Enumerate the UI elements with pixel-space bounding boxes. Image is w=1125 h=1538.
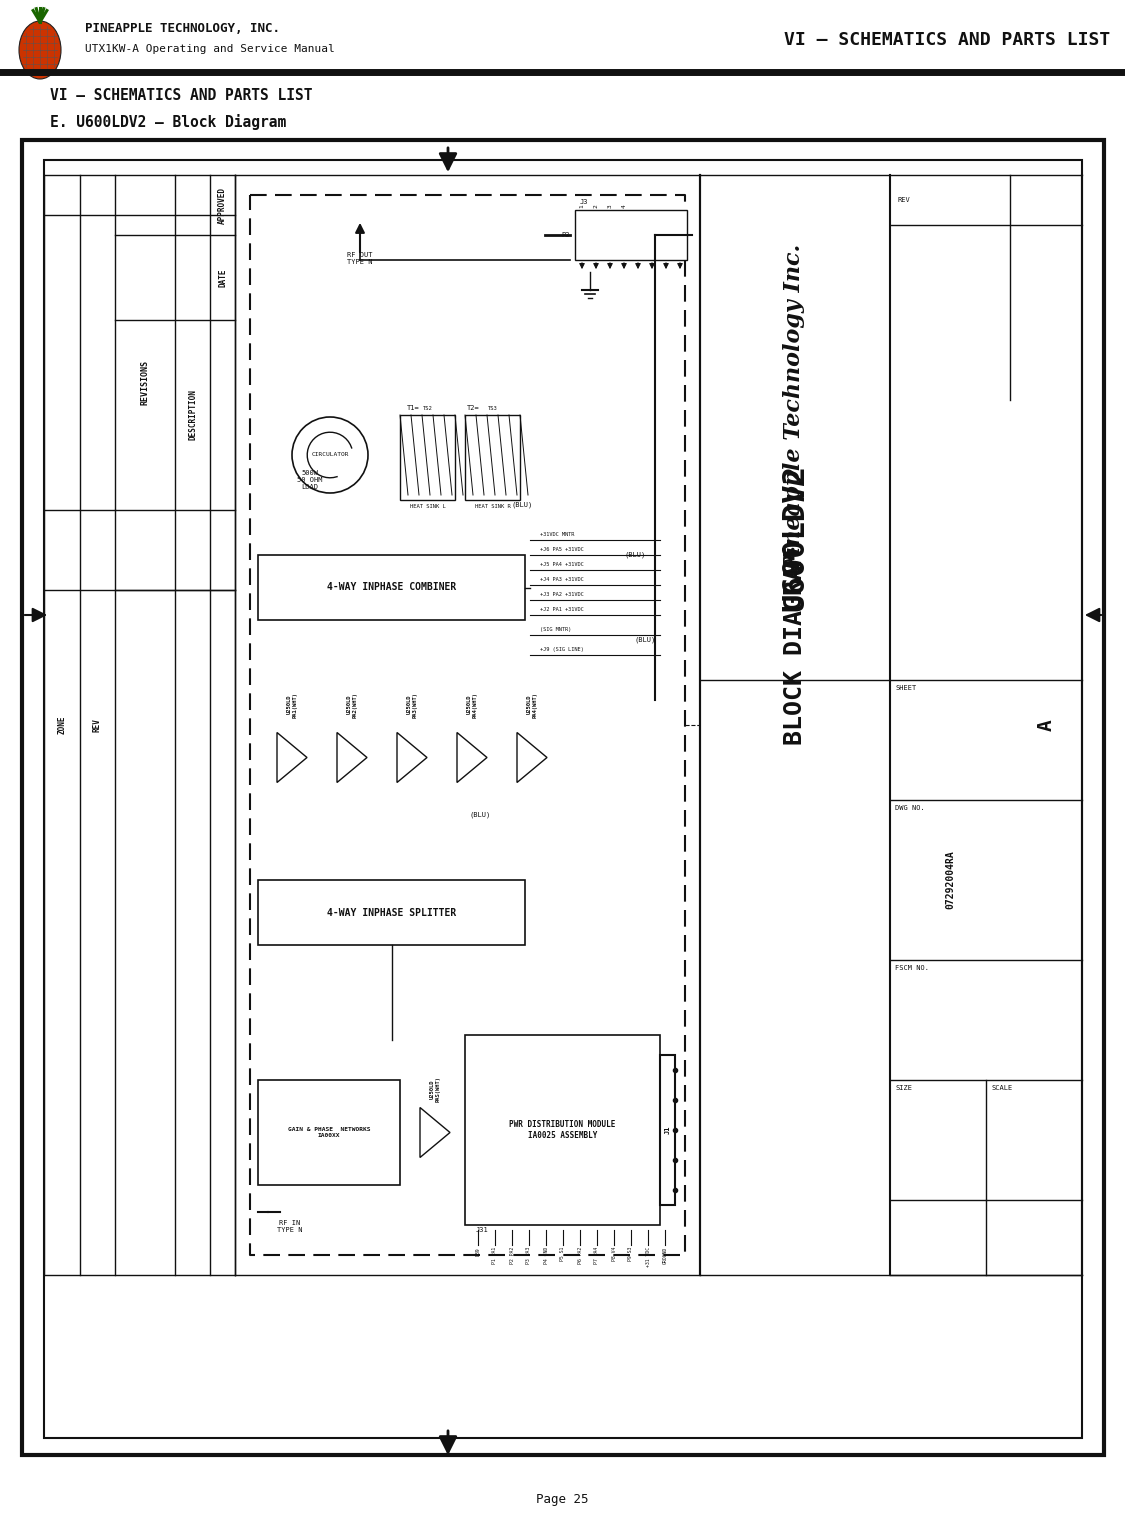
Text: A: A [1036,720,1055,731]
Bar [258,1080,400,1184]
Text: +J5 PA4 +31VDC: +J5 PA4 +31VDC [540,561,584,568]
Bar [575,211,687,260]
Text: TS3: TS3 [487,406,497,411]
Text: RF IN
TYPE N: RF IN TYPE N [277,1220,303,1233]
Text: +J2 PA1 +31VDC: +J2 PA1 +31VDC [540,608,584,612]
Text: (BLU): (BLU) [634,637,656,643]
Text: J1: J1 [665,1126,670,1134]
Bar [465,415,520,500]
Bar [660,1055,675,1204]
Text: E. U600LDV2 – Block Diagram: E. U600LDV2 – Block Diagram [50,114,286,131]
Text: REV: REV [93,718,102,732]
Text: 4: 4 [621,205,627,208]
Text: P3: P3 [561,232,570,238]
Text: U250LD
PA1(WHT): U250LD PA1(WHT) [287,692,297,718]
Text: VI – SCHEMATICS AND PARTS LIST: VI – SCHEMATICS AND PARTS LIST [50,88,313,103]
Text: 07292004RA: 07292004RA [945,851,955,909]
Text: +J4 PA3 +31VDC: +J4 PA3 +31VDC [540,577,584,581]
Text: GAIN & PHASE  NETWORKS
IA00XX: GAIN & PHASE NETWORKS IA00XX [288,1127,370,1138]
Circle shape [292,417,368,494]
Text: HEAT SINK R: HEAT SINK R [475,504,511,509]
Text: (BLU): (BLU) [512,501,532,508]
Polygon shape [277,732,307,783]
Text: RF OUT
TYPE N: RF OUT TYPE N [348,252,372,265]
Text: GROUND: GROUND [663,1247,667,1264]
Text: U250LD
PAS(WHT): U250LD PAS(WHT) [430,1077,440,1103]
Polygon shape [457,732,487,783]
Text: UTX1KW-A Operating and Service Manual: UTX1KW-A Operating and Service Manual [86,45,335,54]
Text: TS2: TS2 [423,406,432,411]
Text: PINEAPPLE TECHNOLOGY, INC.: PINEAPPLE TECHNOLOGY, INC. [86,22,280,35]
Text: +J9 (SIG LINE): +J9 (SIG LINE) [540,647,584,652]
Bar [44,160,1082,1438]
Text: SHEET: SHEET [896,684,916,691]
Text: U600LDV2: U600LDV2 [781,464,810,611]
Text: 1: 1 [579,205,585,208]
Text: 3: 3 [608,205,612,208]
Ellipse shape [19,22,61,78]
Text: DWG NO.: DWG NO. [896,804,925,811]
Text: J3: J3 [580,198,588,205]
Text: SIZE: SIZE [896,1084,912,1090]
Text: +31VDC MNTR: +31VDC MNTR [540,532,575,537]
Text: (SIG MNTR): (SIG MNTR) [540,628,572,632]
Text: P3 PA3: P3 PA3 [526,1247,531,1264]
Text: P2 PA2: P2 PA2 [510,1247,514,1264]
Text: DESCRIPTION: DESCRIPTION [188,389,197,440]
Polygon shape [338,732,367,783]
Text: 500W
50 OHM
LOAD: 500W 50 OHM LOAD [297,471,323,491]
Text: ZONE: ZONE [57,715,66,734]
Bar [400,415,455,500]
Text: U250LD
PA3(WHT): U250LD PA3(WHT) [406,692,417,718]
Text: REV: REV [898,197,911,203]
Text: BLOCK DIAGRAM: BLOCK DIAGRAM [783,551,807,744]
Bar [22,140,1104,1455]
Text: +31 VDC: +31 VDC [646,1247,650,1267]
Text: APPROVED: APPROVED [218,186,227,223]
Text: REVISIONS: REVISIONS [141,360,150,404]
Text: SCALE: SCALE [991,1084,1012,1090]
Polygon shape [420,1107,450,1158]
Text: (BLU): (BLU) [624,552,646,558]
Text: HEAT SINK L: HEAT SINK L [410,504,446,509]
Text: P5 S1: P5 S1 [560,1247,566,1261]
Text: U250LD
PA4(WHT): U250LD PA4(WHT) [467,692,477,718]
Text: U250LD
PA4(WHT): U250LD PA4(WHT) [526,692,538,718]
Text: P7 PA4: P7 PA4 [594,1247,600,1264]
Text: T1=: T1= [407,404,420,411]
Text: P4 GND: P4 GND [543,1247,549,1264]
Text: J31: J31 [476,1227,488,1233]
Text: +J6 PA5 +31VDC: +J6 PA5 +31VDC [540,548,584,552]
Text: T2=: T2= [467,404,480,411]
Text: FSCM NO.: FSCM NO. [896,964,929,970]
Text: DATE: DATE [218,268,227,286]
Polygon shape [518,732,547,783]
Text: CIRCULATOR: CIRCULATOR [312,452,349,457]
Bar [258,555,525,620]
Text: VI – SCHEMATICS AND PARTS LIST: VI – SCHEMATICS AND PARTS LIST [784,31,1110,49]
Text: 4-WAY INPHASE COMBINER: 4-WAY INPHASE COMBINER [327,583,456,592]
Text: P9 S3: P9 S3 [629,1247,633,1261]
Text: U250LD
PA2(WHT): U250LD PA2(WHT) [346,692,358,718]
Text: P1 PA1: P1 PA1 [493,1247,497,1264]
Bar [258,880,525,944]
Polygon shape [397,732,428,783]
Text: +J3 PA2 +31VDC: +J3 PA2 +31VDC [540,592,584,597]
Text: Page 25: Page 25 [536,1493,588,1507]
Text: PWR DISTRIBUTION MODULE
IA0025 ASSEMBLY: PWR DISTRIBUTION MODULE IA0025 ASSEMBLY [510,1120,615,1140]
Text: (BLU): (BLU) [469,812,490,818]
Text: 4-WAY INPHASE SPLITTER: 4-WAY INPHASE SPLITTER [327,907,456,918]
Text: P8 V4: P8 V4 [612,1247,616,1261]
Text: DB9: DB9 [476,1247,480,1255]
Bar [465,1035,660,1224]
Text: Pineapple Technology Inc.: Pineapple Technology Inc. [784,245,806,571]
Text: 2: 2 [594,205,598,208]
Text: P6 PA2: P6 PA2 [577,1247,583,1264]
